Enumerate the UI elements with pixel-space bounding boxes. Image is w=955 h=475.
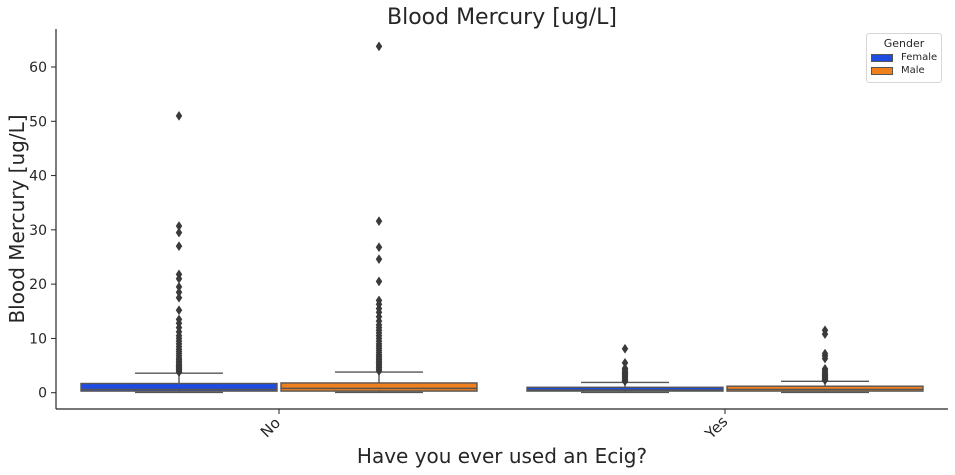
outlier-point-female [175, 292, 183, 303]
outlier-point-male [375, 276, 383, 287]
outlier-point-female [621, 343, 629, 354]
y-tick-label: 30 [29, 223, 47, 239]
outlier-point-male [375, 254, 383, 265]
outlier-point-female [175, 227, 183, 238]
outlier-point-female [175, 241, 183, 252]
outlier-point-male [375, 295, 383, 306]
plot-area [80, 41, 924, 394]
outlier-point-female [175, 221, 183, 232]
x-axis-label: Have you ever used an Ecig? [357, 444, 647, 468]
x-tick-label: Yes [701, 412, 732, 443]
y-axis-label: Blood Mercury [ug/L] [5, 114, 29, 323]
legend-label-female: Female [901, 52, 938, 63]
y-tick-label: 50 [29, 114, 47, 130]
outlier-point-male [375, 41, 383, 52]
outlier-point-female [175, 269, 183, 280]
outlier-point-male [821, 363, 829, 374]
outlier-point-female [175, 305, 183, 316]
outlier-point-female [621, 357, 629, 368]
outlier-point-female [175, 281, 183, 292]
chart-title: Blood Mercury [ug/L] [387, 5, 617, 30]
y-tick-label: 60 [29, 60, 47, 76]
y-tick-label: 10 [29, 331, 47, 347]
legend-label-male: Male [901, 65, 925, 76]
box-male [280, 382, 478, 392]
outlier-point-male [375, 242, 383, 253]
outlier-point-male [821, 348, 829, 359]
outlier-point-female [175, 287, 183, 298]
y-tick-label: 20 [29, 277, 47, 293]
outlier-point-female [621, 363, 629, 374]
box-female [80, 382, 278, 392]
box-male [726, 385, 924, 392]
outlier-point-female [175, 314, 183, 325]
outlier-point-male [821, 325, 829, 336]
legend-item-female: Female [871, 52, 941, 63]
outlier-point-female [175, 110, 183, 121]
legend-title: Gender [883, 37, 925, 50]
legend-item-male: Male [871, 65, 941, 76]
y-tick-label: 40 [29, 169, 47, 185]
legend-swatch-female [871, 53, 893, 62]
y-tick-label: 0 [38, 386, 47, 402]
box-female [526, 386, 724, 392]
legend: Gender Female Male [866, 33, 942, 83]
outlier-point-male [375, 216, 383, 227]
x-tick-label: No [257, 414, 284, 441]
legend-swatch-male [871, 66, 893, 75]
